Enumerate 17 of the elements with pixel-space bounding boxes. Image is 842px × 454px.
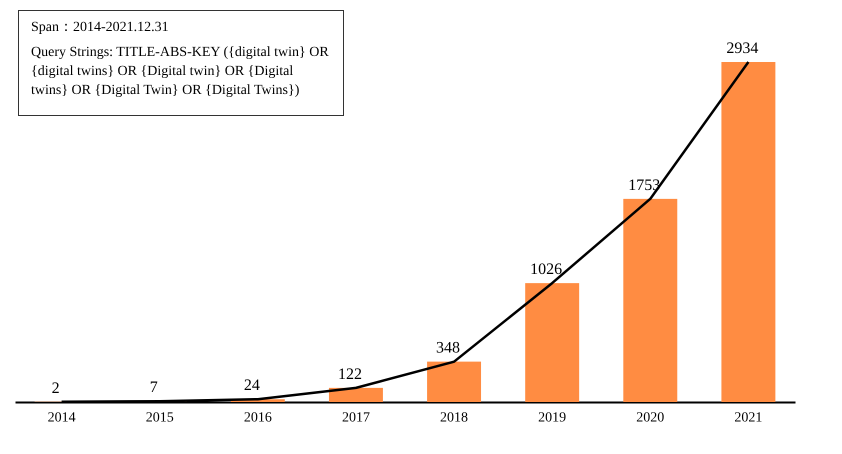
data-label: 7 xyxy=(150,379,158,396)
x-tick-label: 2014 xyxy=(48,410,76,426)
x-tick-label: 2019 xyxy=(538,410,566,426)
data-label: 122 xyxy=(338,366,362,383)
x-tick-label: 2020 xyxy=(636,410,664,426)
data-label: 1026 xyxy=(530,261,562,278)
x-tick-label: 2017 xyxy=(342,410,370,426)
data-label: 2 xyxy=(52,380,60,397)
data-label: 2934 xyxy=(726,40,758,57)
x-tick-label: 2015 xyxy=(146,410,174,426)
x-tick-label: 2016 xyxy=(244,410,272,426)
text: Span：2014-2021.12.31 xyxy=(31,19,170,37)
annotation: Query Strings: TITLE-ABS-KEY ({digital twin} OR {digital twins} OR {Digital twin} OR {Digital twins} OR {Digital Twin} OR {Digital Twins}) xyxy=(31,44,330,100)
data-label: 24 xyxy=(244,377,260,394)
x-tick-label: 2021 xyxy=(734,410,762,426)
x-tick-label: 2018 xyxy=(440,410,468,426)
data-label: 348 xyxy=(436,340,460,357)
